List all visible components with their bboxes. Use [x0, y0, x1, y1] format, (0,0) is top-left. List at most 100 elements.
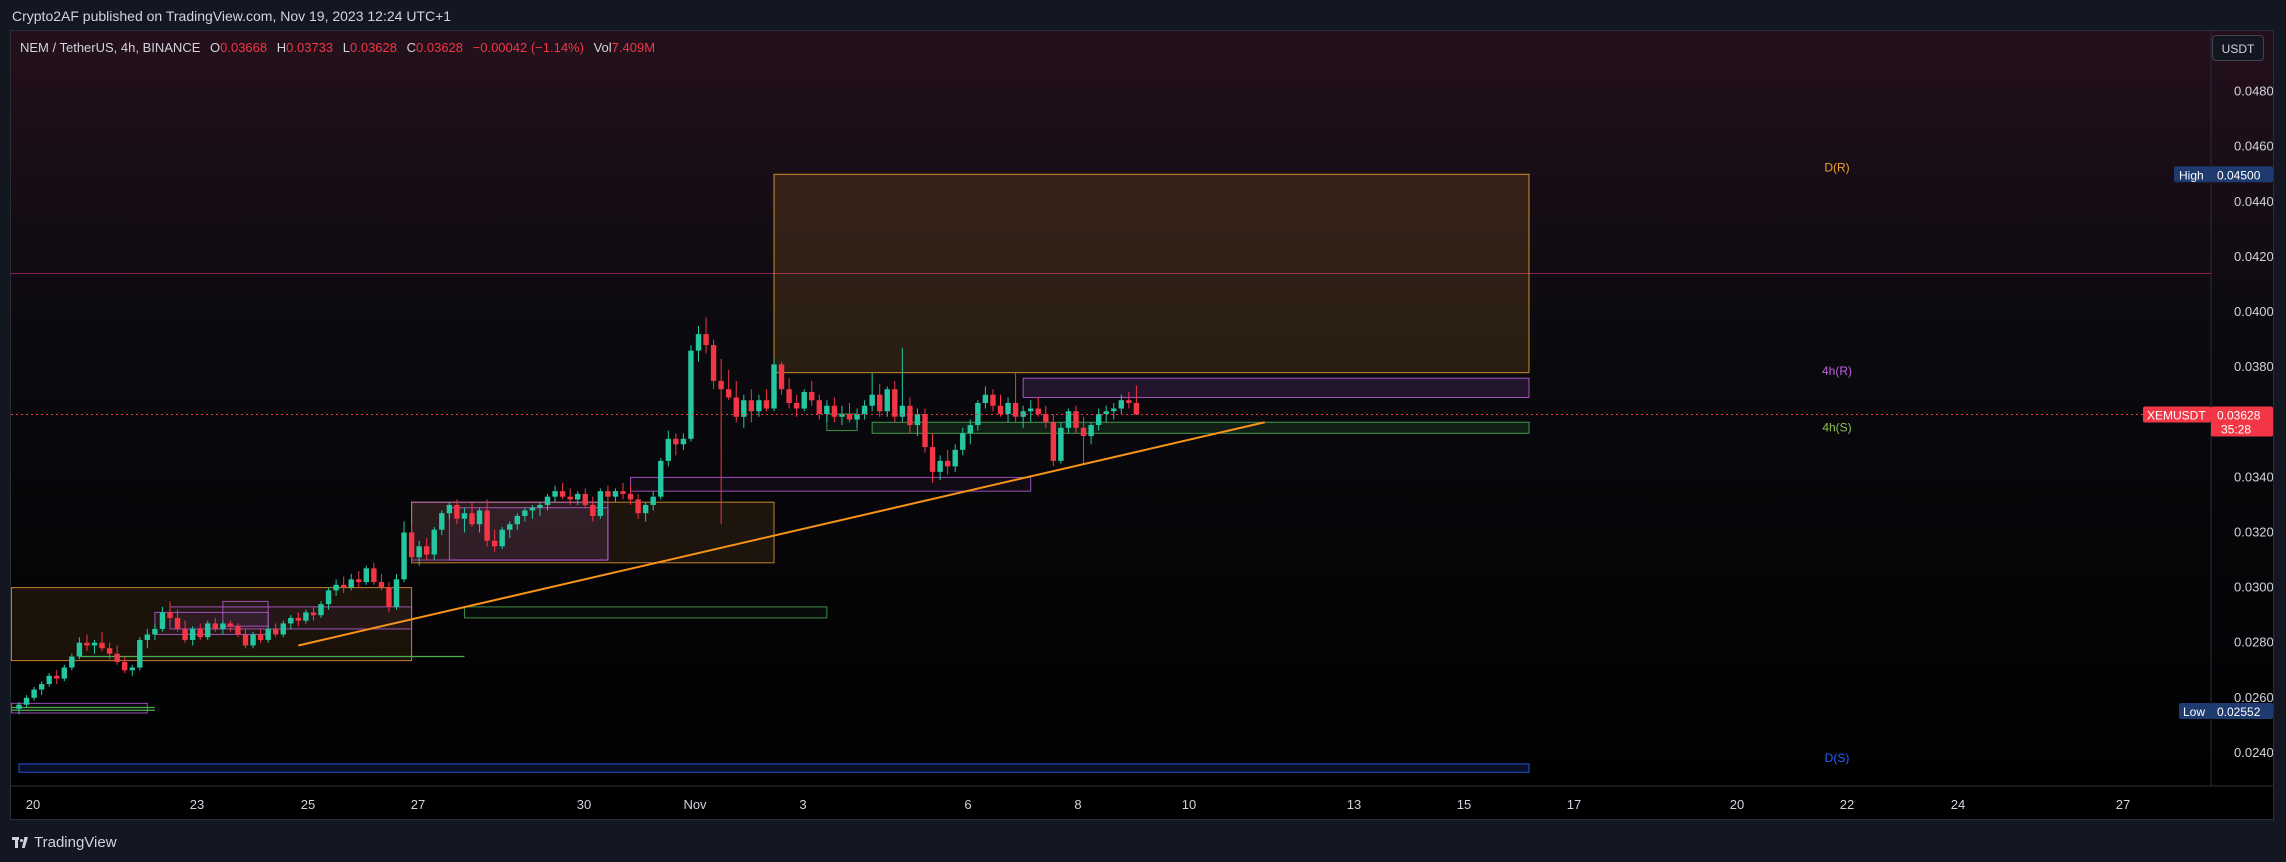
candle-body	[884, 389, 890, 412]
candle-body	[944, 460, 951, 467]
candle-body	[250, 634, 256, 646]
candle-body	[756, 400, 762, 412]
candle-body	[16, 704, 22, 709]
candle-body	[1073, 411, 1079, 428]
candle-body	[907, 405, 913, 426]
candle-body	[1043, 414, 1049, 423]
symbol-name[interactable]: NEM / TetherUS, 4h, BINANCE	[20, 40, 201, 55]
candle-body	[1088, 425, 1094, 437]
candle-body	[1095, 414, 1102, 426]
candle-body	[371, 568, 377, 583]
low-label: L	[342, 40, 350, 55]
candle-body	[590, 504, 596, 516]
candle-body	[38, 684, 45, 690]
price-tick-label: 0.04000	[2234, 304, 2273, 319]
candle-body	[484, 510, 490, 541]
candle-body	[159, 612, 166, 629]
time-tick-label: 20	[26, 797, 40, 812]
candle-body	[137, 639, 143, 668]
candle-body	[929, 447, 936, 472]
low-tag-label: Low	[2183, 705, 2205, 719]
candle-body	[61, 667, 67, 679]
published-text: Crypto2AF published on TradingView.com, …	[12, 8, 452, 24]
candle-body	[869, 394, 875, 406]
low-tag-bg	[2179, 703, 2211, 720]
candle-body	[522, 510, 528, 516]
last-price-tag-bg	[2211, 406, 2273, 437]
candle-body	[424, 546, 430, 555]
candle-body	[167, 612, 173, 618]
candle-body	[605, 491, 611, 497]
time-tick-label: 8	[1074, 797, 1081, 812]
time-tick-label: 20	[1730, 797, 1744, 812]
candle-body	[877, 394, 883, 412]
candle-body	[650, 496, 656, 505]
candle-body	[665, 438, 671, 461]
candle-body	[914, 414, 921, 426]
symbol-tag: XEMUSDT	[2143, 406, 2211, 423]
candlestick-chart[interactable]: 0.04800 0.04600 0.04400 0.04200 0.04000 0.038…	[11, 31, 2273, 819]
candle-body	[416, 546, 422, 558]
candle-body	[1028, 408, 1034, 412]
candle-body	[69, 656, 75, 668]
candle-body	[892, 389, 898, 417]
candle-body	[393, 579, 400, 607]
candle-body	[325, 590, 332, 605]
candle-body	[333, 584, 339, 591]
label-d-s: D(S)	[1825, 751, 1850, 765]
low-tag: Low	[2179, 703, 2211, 720]
currency-button[interactable]: USDT	[2212, 35, 2264, 61]
candle-body	[144, 634, 151, 640]
time-tick-label: 17	[1567, 797, 1581, 812]
candle-body	[1126, 400, 1132, 403]
candle-body	[771, 364, 777, 409]
candle-body	[227, 623, 234, 627]
time-tick-label: 30	[577, 797, 591, 812]
tradingview-logo-icon	[12, 837, 28, 848]
candle-body	[205, 623, 211, 638]
tradingview-label: TradingView	[34, 834, 117, 851]
candle-body	[537, 504, 543, 508]
candle-body	[1020, 411, 1026, 417]
candle-body	[612, 491, 619, 497]
price-tick-label: 0.03000	[2234, 580, 2273, 595]
candle-body	[899, 405, 906, 417]
candle-body	[718, 380, 724, 390]
candle-body	[1111, 408, 1117, 412]
zone-box	[463, 606, 828, 619]
candle-body	[831, 405, 838, 417]
candle-body	[401, 532, 407, 580]
candle-body	[31, 689, 37, 698]
candle-body	[635, 499, 641, 514]
time-tick-label: Nov	[683, 797, 707, 812]
candle-body	[726, 389, 732, 398]
candle-body	[356, 579, 362, 583]
candle-body	[846, 414, 853, 420]
candle-body	[499, 529, 505, 547]
candle-body	[114, 653, 120, 663]
candle-body	[106, 648, 113, 654]
candle-body	[1035, 408, 1041, 415]
time-tick-label: 3	[799, 797, 806, 812]
candle-body	[220, 623, 226, 629]
candle-body	[673, 438, 679, 445]
volume-label: Vol	[593, 40, 612, 55]
chart-pane[interactable]: 0.04800 0.04600 0.04400 0.04200 0.04000 0.038…	[10, 30, 2274, 820]
candle-body	[235, 626, 241, 635]
zone-box	[11, 702, 148, 714]
high-tag-label: High	[2179, 168, 2204, 182]
price-tick-label: 0.02600	[2234, 690, 2273, 705]
candle-body	[454, 504, 460, 519]
candle-body	[189, 628, 196, 640]
candle-body	[408, 532, 415, 558]
candle-body	[642, 504, 649, 514]
low-value-tag: 0.02552	[2211, 703, 2273, 720]
candle-body	[23, 697, 30, 705]
zone-box	[448, 507, 609, 561]
candle-body	[922, 414, 928, 448]
candle-body	[46, 675, 52, 685]
candle-body	[801, 391, 807, 409]
tradingview-brand[interactable]: TradingView	[12, 834, 117, 851]
candle-body	[937, 460, 943, 472]
